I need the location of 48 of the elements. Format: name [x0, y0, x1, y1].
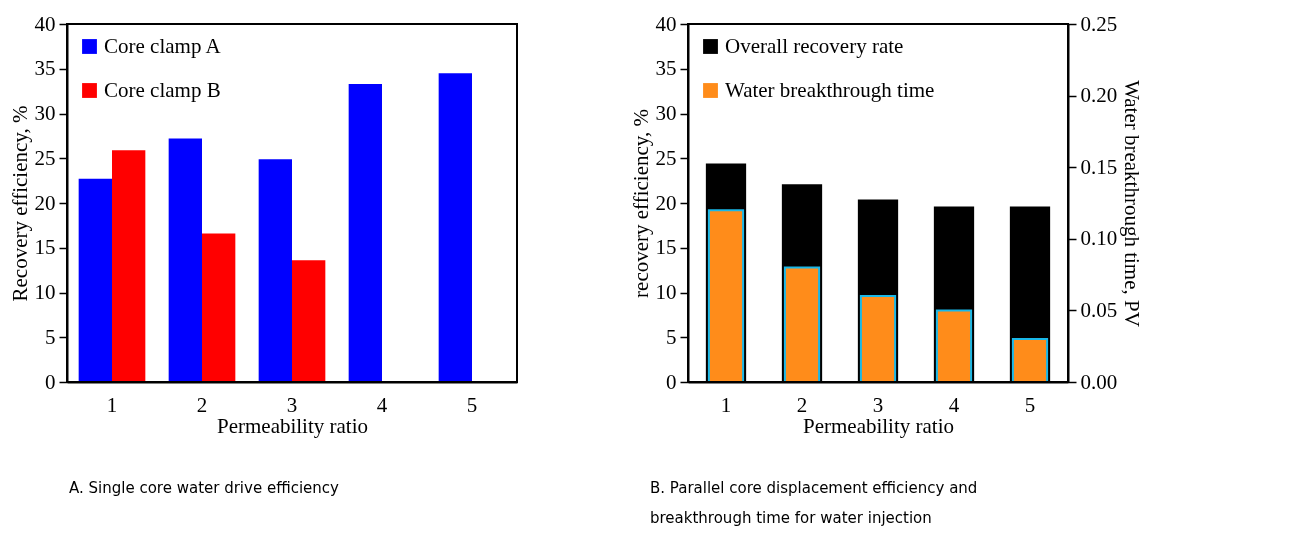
x-tick-label: 5 — [466, 392, 478, 417]
bar — [438, 73, 472, 382]
bar — [348, 83, 382, 382]
bar — [258, 159, 292, 382]
y-tick-label: 0 — [666, 369, 677, 394]
y-tick-label: 10 — [34, 280, 56, 304]
y-tick-label: 10 — [655, 280, 677, 304]
legend-label: Core clamp A — [104, 33, 222, 58]
y-axis-title: Recovery efficiency, % — [7, 105, 32, 302]
y-tick-label: 35 — [34, 56, 56, 81]
y2-tick-label: 0.05 — [1080, 297, 1118, 322]
y-tick-label: 15 — [34, 235, 56, 260]
y-axis-title: recovery efficiency, % — [628, 109, 653, 298]
y-tick-label: 5 — [666, 324, 677, 349]
x-tick-label: 1 — [720, 392, 732, 417]
y-tick-label: 20 — [34, 190, 56, 215]
y-tick-label: 30 — [655, 101, 677, 125]
y-tick-label: 30 — [34, 101, 56, 125]
y2-axis-title: Water breakthrough time, PV — [1120, 80, 1145, 327]
y-tick-label: 5 — [45, 324, 56, 349]
x-tick-label: 4 — [376, 392, 388, 417]
bar — [168, 138, 202, 382]
bar — [78, 178, 112, 382]
bar — [1011, 338, 1049, 383]
y2-tick-label: 0.00 — [1080, 369, 1118, 394]
text: B. Parallel core displacement efficiency and breakthrough time for water injection — [650, 479, 978, 527]
x-tick-label: 5 — [1024, 392, 1036, 417]
y-tick-label: 40 — [34, 11, 56, 36]
y-tick-label: 40 — [655, 11, 677, 36]
bar — [292, 260, 326, 382]
x-tick-label: 1 — [106, 392, 118, 417]
legend-label: Water breakthrough time — [725, 77, 935, 102]
y-tick-label: 25 — [655, 145, 677, 170]
y-tick-label: 35 — [655, 56, 677, 81]
y-tick-label: 0 — [45, 369, 56, 394]
y-tick-label: 20 — [655, 190, 677, 215]
y2-tick-label: 0.20 — [1080, 83, 1118, 108]
y-tick-label: 15 — [655, 235, 677, 260]
legend-label: Core clamp B — [104, 77, 221, 102]
y2-tick-label: 0.25 — [1080, 11, 1118, 36]
y2-tick-label: 0.15 — [1080, 154, 1118, 179]
y2-tick-label: 0.10 — [1080, 226, 1118, 251]
legend-label: Overall recovery rate — [725, 33, 904, 58]
text: A. Single core water drive efficiency — [69, 479, 340, 497]
bar — [202, 233, 236, 382]
y-tick-label: 25 — [34, 145, 56, 170]
x-tick-label: 2 — [196, 392, 208, 417]
bar — [112, 150, 146, 382]
